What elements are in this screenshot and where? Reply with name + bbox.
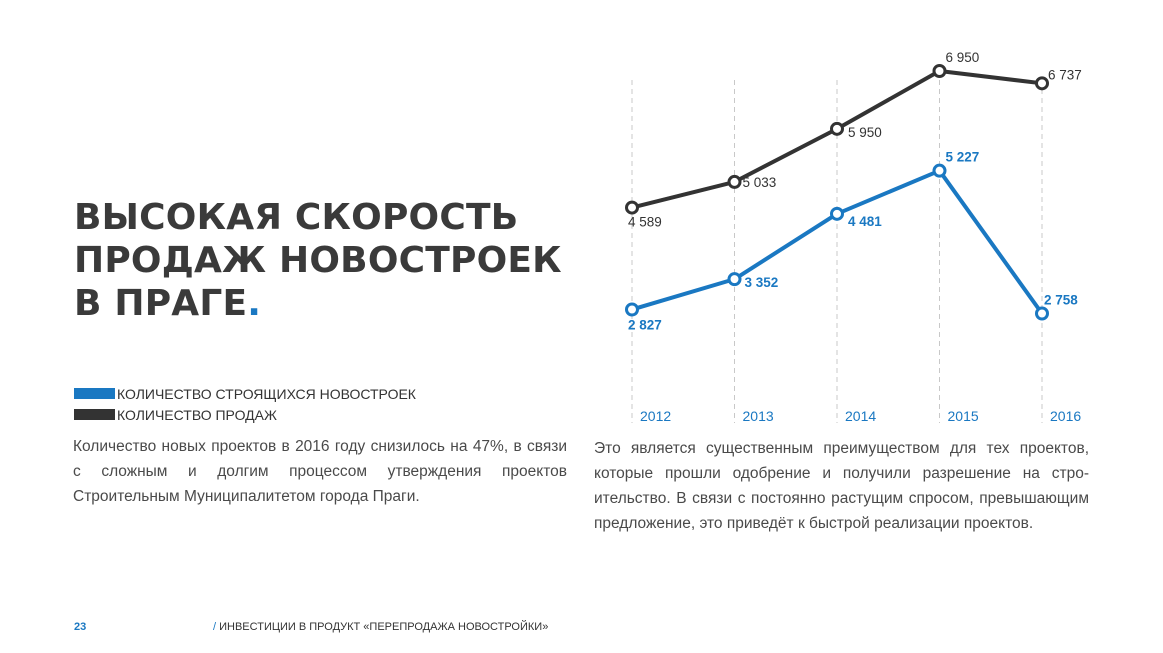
x-tick-label: 2016 xyxy=(1050,408,1081,424)
title-line: ВЫСОКАЯ СКОРОСТЬ xyxy=(74,197,519,238)
page-title: ВЫСОКАЯ СКОРОСТЬ ПРОДАЖ НОВОСТРОЕК В ПРА… xyxy=(74,196,594,325)
legend-label: КОЛИЧЕСТВО СТРОЯЩИХСЯ НОВОСТРОЕК xyxy=(117,385,416,402)
title-line: В ПРАГЕ. xyxy=(74,282,594,325)
data-label: 6 737 xyxy=(1048,67,1082,82)
footer-section-title: / ИНВЕСТИЦИИ В ПРОДУКТ «ПЕРЕПРОДАЖА НОВО… xyxy=(213,621,548,633)
title-line-text: В ПРАГЕ xyxy=(74,283,248,324)
paragraph-left: Количество новых проектов в 2016 году сн… xyxy=(73,438,567,505)
data-point xyxy=(727,174,742,189)
footer-slash: / xyxy=(213,621,217,633)
paragraph-right: Это является существенным преимуществом … xyxy=(594,440,1089,532)
legend-swatch-blue xyxy=(74,388,115,399)
data-label: 3 352 xyxy=(745,275,779,290)
footer-section-text: ИНВЕСТИЦИИ В ПРОДУКТ «ПЕРЕПРОДАЖА НОВОСТ… xyxy=(219,621,549,633)
legend-swatch-dark xyxy=(74,409,115,420)
data-point xyxy=(932,163,947,178)
page-number: 23 xyxy=(74,621,87,633)
data-point xyxy=(830,121,844,136)
data-label: 2 827 xyxy=(628,318,662,333)
data-point xyxy=(830,206,844,221)
data-label: 4 589 xyxy=(628,215,662,230)
title-accent-dot: . xyxy=(247,283,262,324)
data-label: 6 950 xyxy=(946,50,980,65)
data-point xyxy=(727,272,742,287)
x-tick-label: 2015 xyxy=(948,408,979,424)
title-line: ПРОДАЖ НОВОСТРОЕК xyxy=(74,240,562,281)
data-label: 5 950 xyxy=(848,125,882,140)
x-tick-label: 2012 xyxy=(640,408,671,424)
data-point xyxy=(1035,306,1049,321)
x-tick-label: 2014 xyxy=(845,408,876,424)
chart-legend: КОЛИЧЕСТВО СТРОЯЩИХСЯ НОВОСТРОЕК КОЛИЧЕС… xyxy=(74,383,416,425)
data-point xyxy=(1035,76,1049,91)
data-point xyxy=(625,302,639,317)
data-label: 5 227 xyxy=(946,150,980,165)
data-label: 2 758 xyxy=(1044,293,1078,308)
legend-label: КОЛИЧЕСТВО ПРОДАЖ xyxy=(117,406,277,423)
data-point xyxy=(625,200,639,215)
legend-item-sales: КОЛИЧЕСТВО ПРОДАЖ xyxy=(74,404,416,425)
data-point xyxy=(932,64,947,78)
data-label: 5 033 xyxy=(743,175,777,190)
x-tick-label: 2013 xyxy=(743,408,774,424)
legend-item-construction: КОЛИЧЕСТВО СТРОЯЩИХСЯ НОВОСТРОЕК xyxy=(74,383,416,404)
data-label: 4 481 xyxy=(848,214,882,229)
